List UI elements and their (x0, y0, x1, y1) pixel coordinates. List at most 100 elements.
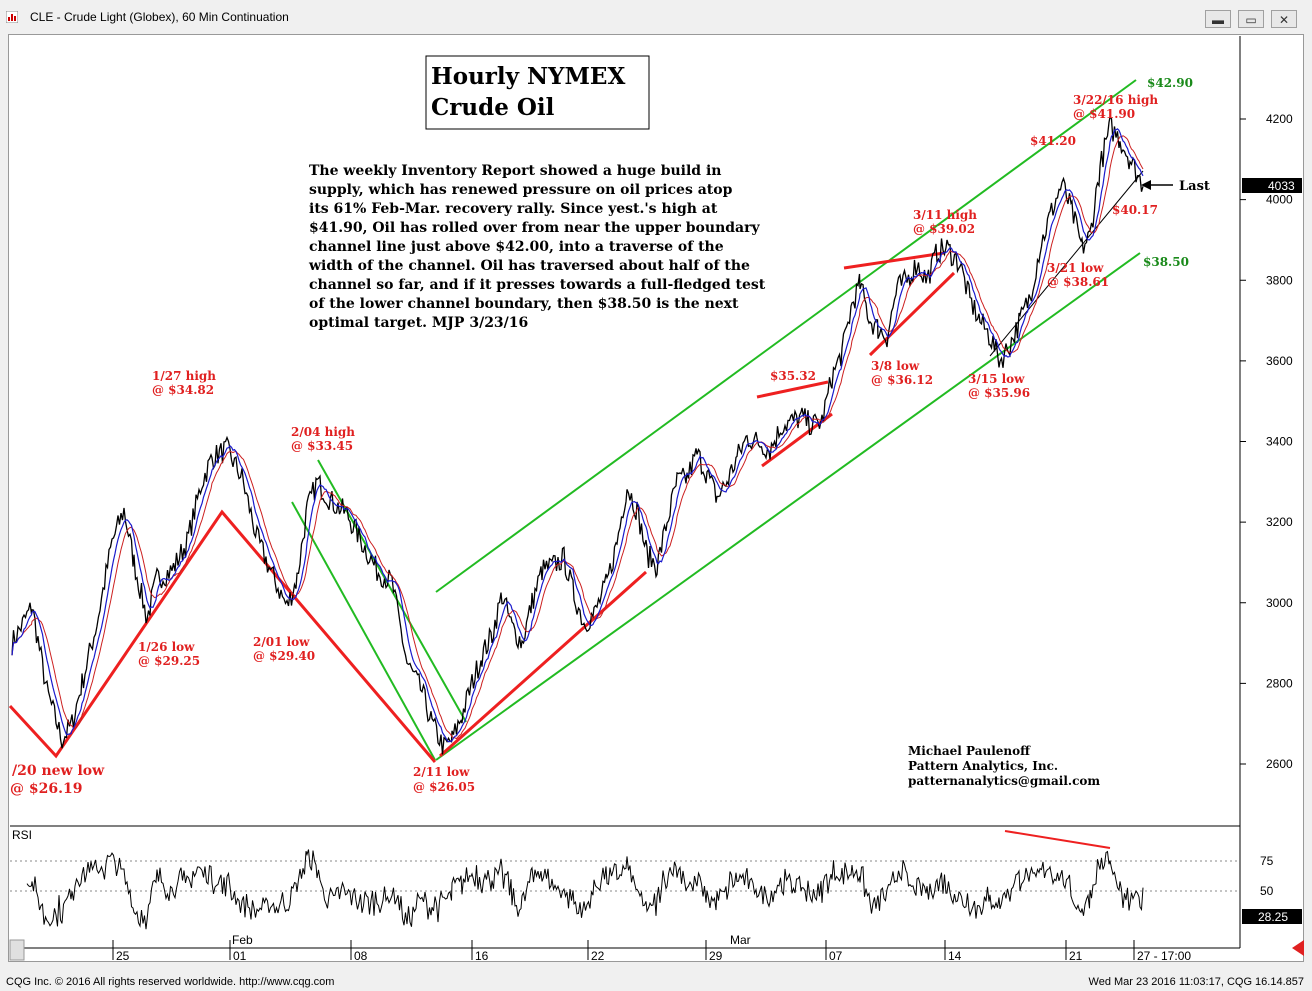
zigzag-trend-line (8, 509, 437, 763)
annotation-feb11-value: @ $26.05 (413, 780, 475, 794)
commentary-line: optimal target. MJP 3/23/16 (309, 315, 528, 331)
resistance-line-1 (756, 380, 829, 399)
credit-line: Pattern Analytics, Inc. (908, 759, 1058, 773)
copyright-text: CQG Inc. © 2016 All rights reserved worl… (6, 976, 335, 988)
chart-window (8, 34, 1304, 962)
annotation-jan26-value: @ $29.25 (138, 654, 200, 668)
annotation-4120: $41.20 (1030, 134, 1076, 148)
y-tick-label: 3600 (1266, 354, 1293, 368)
annotation-feb04-value: @ $33.45 (291, 439, 353, 453)
credit-line: patternanalytics@gmail.com (908, 774, 1100, 788)
x-month-label: Feb (232, 933, 253, 947)
support-line-2 (868, 271, 956, 357)
last-price-marker: Last 4033 (1141, 178, 1302, 194)
annotation-mar15-low: 3/15 low (968, 372, 1025, 386)
scroll-left-button[interactable] (9, 939, 25, 961)
commentary-line: supply, which has renewed pressure on oi… (309, 182, 733, 198)
rsi-last-value: 28.25 (1258, 910, 1288, 924)
x-day-label: 01 (233, 949, 247, 963)
upper-channel-line (435, 79, 1137, 593)
rsi-divergence-line (1004, 830, 1111, 849)
window-title: CLE - Crude Light (Globex), 60 Min Conti… (30, 10, 289, 24)
maximize-button[interactable]: ▭ (1238, 10, 1264, 28)
rsi-line (26, 849, 1144, 930)
timestamp-text: Wed Mar 23 2016 11:03:17, CQG 16.14.857 (1088, 976, 1304, 988)
annotation-jan20-low: /20 new low (12, 763, 105, 779)
trend-lines (8, 251, 956, 763)
x-day-label: 14 (948, 949, 962, 963)
commentary-line: its 61% Feb-Mar. recovery rally. Since y… (309, 201, 718, 217)
y-tick-label: 4000 (1266, 193, 1293, 207)
annotation-3532: $35.32 (770, 369, 816, 383)
annotation-mar11-high: 3/11 high (913, 208, 977, 222)
annotation-mar8-low: 3/8 low (871, 359, 920, 373)
price-series-line (11, 115, 1144, 755)
status-bar: CQG Inc. © 2016 All rights reserved worl… (0, 972, 1312, 991)
commentary-line: The weekly Inventory Report showed a hug… (309, 163, 721, 179)
recovery-support-line (439, 570, 647, 758)
x-day-label: 27 - 17:00 (1137, 949, 1191, 963)
y-tick-label: 2800 (1266, 676, 1293, 690)
annotation-4290: $42.90 (1147, 76, 1193, 90)
commentary: The weekly Inventory Report showed a hug… (308, 163, 766, 331)
credit-line: Michael Paulenoff (908, 744, 1031, 758)
annotation-feb01-low: 2/01 low (253, 635, 310, 649)
price-axis: 2600 2800 3000 3200 3400 3600 3800 4000 4200 (1240, 112, 1293, 771)
y-tick-label: 3200 (1266, 515, 1293, 529)
annotation-jan27-value: @ $34.82 (152, 383, 214, 397)
x-month-label: Mar (730, 933, 751, 947)
annotation-mar8-value: @ $36.12 (871, 373, 933, 387)
annotation-3850: $38.50 (1143, 255, 1189, 269)
commentary-line: width of the channel. Oil has traversed … (308, 258, 750, 274)
x-day-label: 07 (829, 949, 843, 963)
chart-title-line-2: Crude Oil (431, 94, 555, 121)
x-day-label: 21 (1069, 949, 1083, 963)
credits: Michael Paulenoff Pattern Analytics, Inc… (908, 744, 1100, 788)
lower-channel-line (435, 252, 1141, 761)
x-day-label: 22 (591, 949, 605, 963)
annotation-mar11-value: @ $39.02 (913, 222, 975, 236)
annotation-jan20-value: @ $26.19 (10, 781, 82, 797)
annotation-mar22-value: @ $41.90 (1073, 107, 1135, 121)
chart-title-line-1: Hourly NYMEX (431, 63, 625, 90)
last-value-text: 4033 (1268, 179, 1295, 193)
annotation-feb04-high: 2/04 high (291, 425, 355, 439)
resistance-line-2 (843, 251, 945, 270)
y-tick-label: 2600 (1266, 757, 1293, 771)
annotation-jan26-low: 1/26 low (138, 640, 195, 654)
scroll-right-icon[interactable] (1292, 940, 1304, 956)
rsi-label: RSI (12, 828, 32, 842)
chart-title-box (425, 55, 650, 130)
time-axis: 25 01 08 16 22 29 07 14 21 27 - 17:00 Feb Mar (112, 933, 1191, 963)
close-button[interactable]: ✕ (1271, 10, 1297, 28)
annotation-mar22-high: 3/22/16 high (1073, 93, 1158, 107)
annotation-mar21-low: 3/21 low (1047, 261, 1104, 275)
annotation-4017: $40.17 (1112, 203, 1158, 217)
y-tick-label: 3000 (1266, 596, 1293, 610)
commentary-line: $41.90, Oil has rolled over from near th… (309, 220, 760, 236)
annotation-jan27-high: 1/27 high (152, 369, 216, 383)
y-tick-label: 4200 (1266, 112, 1293, 126)
y-tick-label: 3400 (1266, 435, 1293, 449)
commentary-line: channel line just above $42.00, into a t… (309, 239, 724, 255)
rsi-level-75-label: 75 (1260, 854, 1274, 868)
annotation-feb01-value: @ $29.40 (253, 649, 315, 663)
downtrend-channel-lower (291, 501, 436, 761)
y-tick-label: 3800 (1266, 273, 1293, 287)
minimize-button[interactable]: ▬ (1205, 10, 1231, 28)
x-day-label: 25 (116, 949, 130, 963)
annotation-feb11-low: 2/11 low (413, 765, 470, 779)
x-day-label: 29 (709, 949, 723, 963)
x-day-label: 08 (354, 949, 368, 963)
annotations: /20 new low @ $26.19 1/26 low @ $29.25 1… (10, 76, 1193, 797)
x-day-label: 16 (475, 949, 489, 963)
annotation-mar15-value: @ $35.96 (968, 386, 1030, 400)
rsi-last-badge (1242, 909, 1302, 924)
annotation-mar21-value: @ $38.61 (1047, 275, 1109, 289)
title-bar: CLE - Crude Light (Globex), 60 Min Conti… (0, 0, 1312, 34)
rsi-level-50-label: 50 (1260, 884, 1274, 898)
commentary-line: of the lower channel boundary, then $38.… (309, 296, 739, 312)
cqg-app-icon (6, 11, 18, 23)
last-label: Last (1179, 179, 1210, 194)
